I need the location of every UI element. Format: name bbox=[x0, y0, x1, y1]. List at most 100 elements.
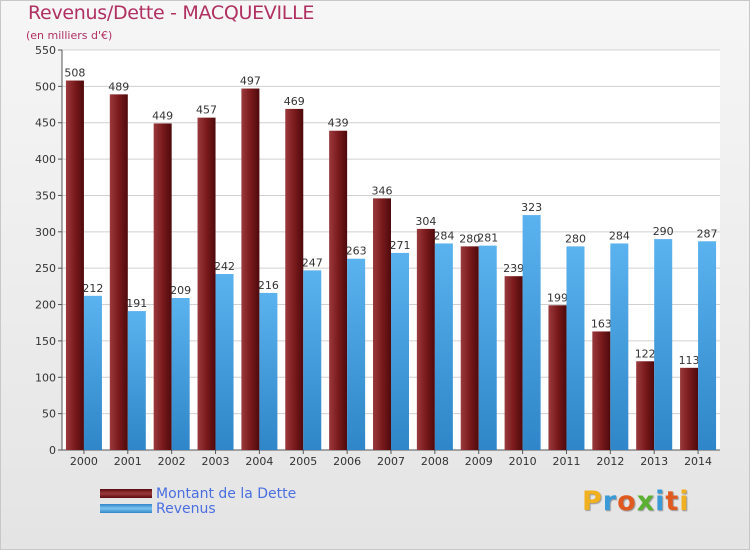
logo-letter: x bbox=[636, 486, 656, 517]
data-label-dette: 439 bbox=[328, 117, 349, 130]
bar-dette bbox=[548, 305, 567, 450]
bar-dette bbox=[197, 117, 216, 451]
bar-dette bbox=[460, 246, 479, 450]
legend-swatch-debt bbox=[100, 489, 152, 498]
bar-dette bbox=[329, 130, 348, 450]
x-tick-label: 2009 bbox=[465, 455, 493, 468]
data-label-dette: 457 bbox=[196, 104, 217, 117]
data-label-dette: 199 bbox=[547, 291, 568, 304]
bar-revenus bbox=[566, 246, 585, 450]
data-label-dette: 508 bbox=[64, 67, 85, 80]
legend-label-debt: Montant de la Dette bbox=[156, 486, 297, 502]
data-label-revenus: 242 bbox=[214, 260, 235, 273]
data-label-revenus: 323 bbox=[521, 201, 542, 214]
data-label-dette: 497 bbox=[240, 75, 261, 88]
y-tick-label: 500 bbox=[35, 80, 56, 93]
x-tick-label: 2006 bbox=[333, 455, 361, 468]
bar-revenus bbox=[391, 252, 409, 450]
data-label-dette: 469 bbox=[284, 95, 305, 108]
data-label-revenus: 247 bbox=[302, 256, 323, 269]
bar-dette bbox=[416, 228, 435, 450]
chart-title: Revenus/Dette - MACQUEVILLE bbox=[28, 2, 315, 24]
bar-revenus bbox=[347, 258, 366, 450]
y-tick-label: 550 bbox=[35, 44, 56, 57]
x-tick-label: 2012 bbox=[596, 455, 624, 468]
y-tick-label: 200 bbox=[35, 299, 56, 312]
bar-dette bbox=[109, 94, 128, 450]
data-label-revenus: 216 bbox=[258, 279, 279, 292]
y-tick-label: 300 bbox=[35, 226, 56, 239]
bar-revenus bbox=[127, 311, 146, 450]
x-tick-label: 2011 bbox=[552, 455, 580, 468]
bar-revenus bbox=[215, 274, 234, 450]
y-tick-label: 0 bbox=[49, 444, 56, 457]
data-label-dette: 113 bbox=[679, 354, 700, 367]
bar-dette bbox=[636, 361, 655, 450]
bar-revenus bbox=[259, 292, 278, 450]
y-tick-label: 250 bbox=[35, 262, 56, 275]
bar-revenus bbox=[654, 239, 673, 450]
data-label-revenus: 263 bbox=[346, 245, 367, 258]
bar-dette bbox=[241, 88, 260, 450]
data-label-dette: 489 bbox=[108, 80, 129, 93]
bar-revenus bbox=[434, 243, 453, 450]
bar-revenus bbox=[83, 295, 102, 450]
x-tick-label: 2008 bbox=[421, 455, 449, 468]
data-label-dette: 163 bbox=[591, 317, 612, 330]
bar-dette bbox=[592, 331, 611, 450]
bar-dette bbox=[504, 276, 523, 450]
chart-subtitle: (en milliers d'€) bbox=[26, 29, 113, 42]
logo-letter: t bbox=[665, 486, 680, 517]
y-tick-label: 150 bbox=[35, 335, 56, 348]
data-label-revenus: 209 bbox=[170, 284, 191, 297]
x-tick-label: 2005 bbox=[289, 455, 317, 468]
data-label-revenus: 280 bbox=[565, 232, 586, 245]
logo-letter: P bbox=[582, 486, 603, 517]
logo-letter: i bbox=[679, 486, 690, 517]
proxiti-logo: Proxiti bbox=[582, 486, 690, 517]
bar-dette bbox=[285, 108, 304, 450]
bar-dette bbox=[373, 198, 391, 450]
data-label-revenus: 212 bbox=[82, 282, 103, 295]
bar-revenus bbox=[610, 243, 629, 450]
x-tick-label: 2014 bbox=[684, 455, 712, 468]
data-label-revenus: 284 bbox=[433, 229, 454, 242]
data-label-dette: 122 bbox=[635, 347, 656, 360]
legend-label-revenue: Revenus bbox=[156, 501, 216, 517]
y-tick-label: 50 bbox=[42, 408, 56, 421]
x-tick-label: 2001 bbox=[114, 455, 142, 468]
x-tick-label: 2013 bbox=[640, 455, 668, 468]
bar-revenus bbox=[303, 270, 322, 450]
bar-revenus bbox=[698, 241, 717, 450]
x-tick-label: 2003 bbox=[202, 455, 230, 468]
logo-letter: i bbox=[655, 486, 666, 517]
data-label-dette: 346 bbox=[372, 184, 393, 197]
bar-dette bbox=[153, 123, 172, 451]
bar-dette bbox=[680, 367, 699, 450]
x-tick-label: 2002 bbox=[158, 455, 186, 468]
data-label-dette: 239 bbox=[503, 262, 524, 275]
y-tick-label: 100 bbox=[35, 371, 56, 384]
data-label-revenus: 287 bbox=[697, 227, 718, 240]
y-tick-label: 450 bbox=[35, 117, 56, 130]
data-label-dette: 280 bbox=[459, 232, 480, 245]
data-label-dette: 304 bbox=[415, 215, 436, 228]
bar-dette bbox=[65, 80, 84, 450]
data-label-revenus: 271 bbox=[390, 239, 411, 252]
y-tick-label: 400 bbox=[35, 153, 56, 166]
logo-letter: o bbox=[617, 486, 637, 517]
y-tick-label: 350 bbox=[35, 189, 56, 202]
x-tick-label: 2000 bbox=[70, 455, 98, 468]
bar-revenus bbox=[522, 215, 541, 450]
bar-revenus bbox=[171, 298, 190, 450]
bar-revenus bbox=[478, 245, 497, 450]
data-label-revenus: 284 bbox=[609, 229, 630, 242]
x-tick-label: 2007 bbox=[377, 455, 405, 468]
logo-letter: r bbox=[602, 486, 618, 517]
data-label-revenus: 290 bbox=[653, 225, 674, 238]
data-label-dette: 449 bbox=[152, 109, 173, 122]
x-tick-label: 2010 bbox=[509, 455, 537, 468]
x-tick-label: 2004 bbox=[245, 455, 273, 468]
data-label-revenus: 191 bbox=[126, 297, 147, 310]
